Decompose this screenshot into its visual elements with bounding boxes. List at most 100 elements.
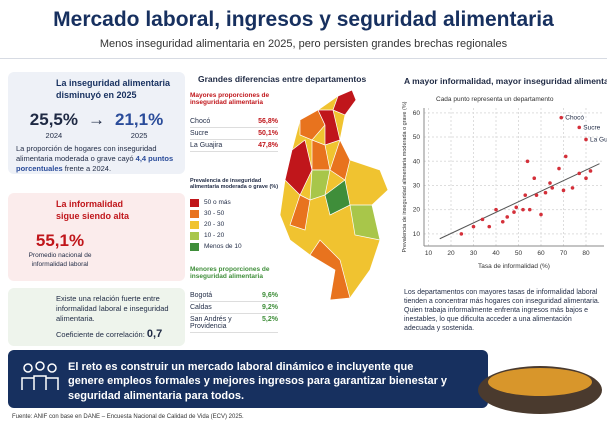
- point: [501, 220, 505, 224]
- infographic: A mayor informalidad, mayor inseguridad …: [0, 0, 607, 424]
- x-tick-label: 20: [447, 250, 455, 257]
- soup: [488, 368, 592, 396]
- panel-insecurity: La inseguridad alimentaria disminuyó en …: [8, 72, 185, 174]
- panel-correlation: Existe una relación fuerte entre informa…: [8, 288, 185, 346]
- legend-swatch: [190, 243, 199, 251]
- x-tick-label: 60: [537, 250, 545, 257]
- y-tick-label: 10: [413, 231, 421, 238]
- share: 47,8%: [258, 142, 278, 149]
- x-axis-title: Tasa de informalidad (%): [478, 263, 550, 270]
- map-title: Grandes diferencias entre departamentos: [198, 74, 366, 84]
- caption: Promedio nacional de informalidad labora…: [16, 252, 104, 269]
- from-year: 2024: [30, 131, 78, 141]
- y-tick-label: 50: [413, 134, 421, 141]
- point-label: Sucre: [583, 124, 600, 131]
- point: [559, 116, 563, 120]
- point: [562, 189, 566, 193]
- table-row: San Andrés y Providencia 5,2%: [190, 314, 278, 333]
- legend-item: Menos de 10: [190, 241, 242, 252]
- arrow: →: [88, 109, 105, 131]
- x-tick-label: 80: [582, 250, 590, 257]
- from: 25,5%2024: [30, 109, 78, 141]
- top-title: Mayores proporciones de inseguridad alim…: [190, 92, 270, 106]
- panel-text: La proporción de hogares con inseguridad…: [16, 144, 177, 173]
- legend-label: 20 - 30: [204, 221, 224, 228]
- legend-item: 10 - 20: [190, 230, 242, 241]
- legend-swatch: [190, 199, 199, 207]
- point: [494, 208, 498, 212]
- to: 21,1%2025: [115, 109, 163, 141]
- map: [280, 90, 388, 300]
- region: San Andrés y Providencia: [190, 316, 250, 330]
- legend-swatch: [190, 232, 199, 240]
- legend-label: 50 o más: [204, 199, 231, 206]
- region: Bogotá: [190, 292, 212, 299]
- banner-text: El reto es construir un mercado laboral …: [68, 360, 448, 403]
- legend-swatch: [190, 221, 199, 229]
- corr-label: Coeficiente de correlación:: [56, 330, 145, 339]
- point: [521, 208, 525, 212]
- legend-item: 30 - 50: [190, 208, 242, 219]
- point: [472, 225, 476, 229]
- legend-item: 50 o más: [190, 197, 242, 208]
- y-axis-title: Prevalencia de inseguridad alimentaria m…: [402, 101, 408, 252]
- point: [584, 176, 588, 180]
- to-value: 21,1%: [115, 109, 163, 131]
- text: frente a 2024.: [65, 164, 111, 173]
- region: Caldas: [190, 304, 212, 311]
- share: 50,1%: [258, 130, 278, 137]
- x-tick-label: 50: [515, 250, 523, 257]
- share: 5,2%: [262, 316, 278, 330]
- source: Fuente: ANIF con base en DANE – Encuesta…: [12, 414, 244, 420]
- value-block: 55,1% Promedio nacional de informalidad …: [16, 230, 104, 269]
- table-row: Sucre 50,1%: [190, 128, 278, 140]
- x-tick-label: 40: [492, 250, 500, 257]
- point: [535, 193, 539, 197]
- legend-item: 20 - 30: [190, 219, 242, 230]
- point: [584, 138, 588, 142]
- panel-informality: La informalidad sigue siendo alta 55,1% …: [8, 193, 185, 281]
- legend-swatch: [190, 210, 199, 218]
- y-tick-label: 30: [413, 182, 421, 189]
- chart-subtitle: Cada punto representa un departamento: [436, 96, 554, 103]
- y-tick-label: 60: [413, 110, 421, 117]
- chart-note: Los departamentos con mayores tasas de i…: [404, 288, 604, 333]
- point: [505, 215, 509, 219]
- point: [487, 225, 491, 229]
- text: Existe una relación fuerte entre informa…: [56, 294, 177, 323]
- legend: 50 o más 30 - 50 20 - 30 10 - 20 Menos de 10: [190, 197, 242, 252]
- share: 9,2%: [262, 304, 278, 311]
- to-year: 2025: [115, 131, 163, 141]
- point-label: La Guajira: [590, 136, 607, 143]
- divider: [0, 58, 607, 59]
- chart-title: A mayor informalidad, mayor inseguridad …: [404, 76, 607, 86]
- subtitle: Menos inseguridad alimentaria en 2025, p…: [0, 38, 607, 50]
- point: [577, 126, 581, 130]
- point: [548, 181, 552, 185]
- legend-label: 10 - 20: [204, 232, 224, 239]
- point: [550, 186, 554, 190]
- panel-title: La informalidad sigue siendo alta: [56, 199, 146, 222]
- y-tick-label: 40: [413, 158, 421, 165]
- point: [528, 208, 532, 212]
- x-tick-label: 30: [470, 250, 478, 257]
- x-tick-label: 10: [425, 250, 433, 257]
- change-row: 25,5%2024 → 21,1%2025: [16, 109, 177, 141]
- table-row: La Guajira 47,8%: [190, 140, 278, 152]
- point: [577, 172, 581, 176]
- region: La Guajira: [190, 142, 222, 149]
- region: Sucre: [190, 130, 208, 137]
- point: [526, 159, 530, 163]
- point: [512, 210, 516, 214]
- legend-title: Prevalencia de inseguridad alimentaria m…: [190, 178, 280, 190]
- x-tick-label: 70: [560, 250, 568, 257]
- corr-row: Coeficiente de correlación: 0,7: [56, 327, 177, 341]
- table-row: Caldas 9,2%: [190, 302, 278, 314]
- point-label: Chocó: [565, 115, 584, 122]
- share: 56,8%: [258, 118, 278, 125]
- point: [589, 169, 593, 173]
- legend-label: 30 - 50: [204, 210, 224, 217]
- bottom-title: Menores proporciones de inseguridad alim…: [190, 266, 275, 280]
